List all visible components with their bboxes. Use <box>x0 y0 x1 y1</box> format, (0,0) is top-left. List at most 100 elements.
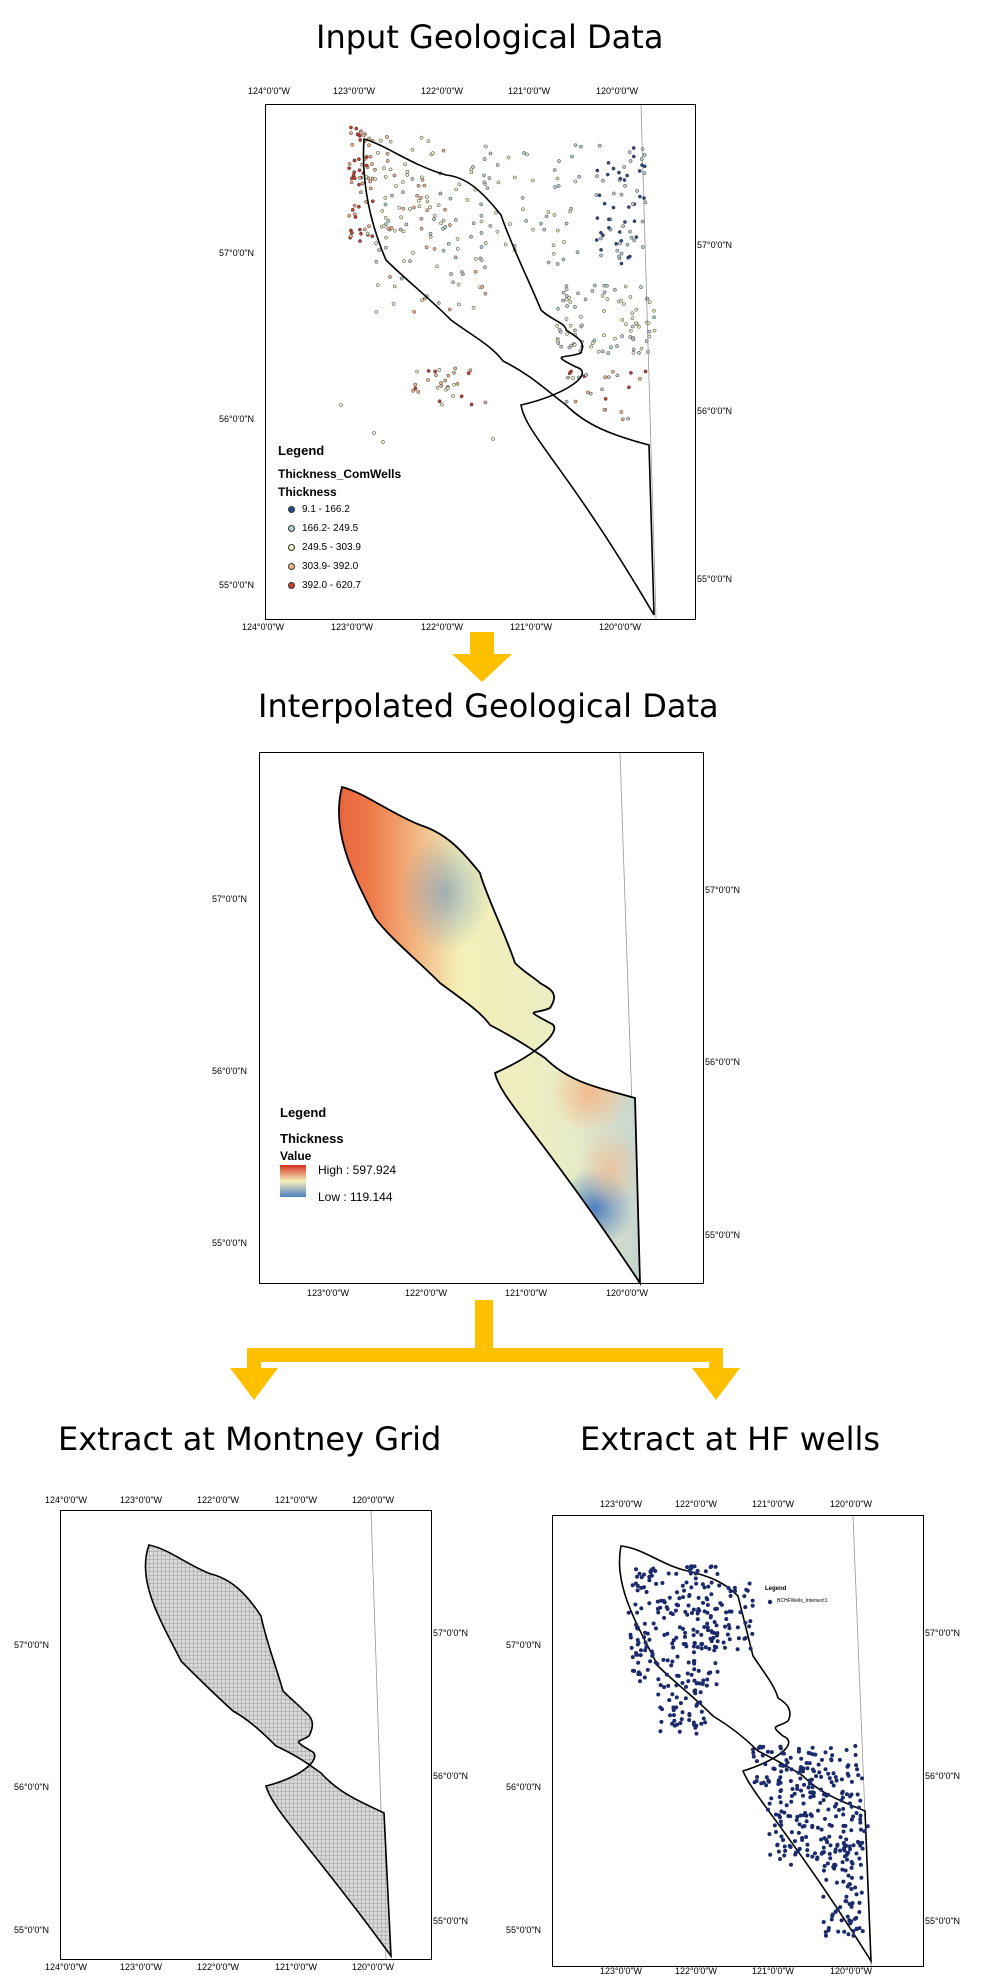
well-point <box>425 199 430 204</box>
legend-class-label: 166.2- 249.5 <box>302 523 359 534</box>
well-point <box>367 224 371 229</box>
well-point <box>578 315 583 319</box>
hf-well-point <box>855 1792 860 1797</box>
hf-well-point <box>636 1660 641 1665</box>
well-point <box>512 175 517 180</box>
well-point <box>594 193 599 197</box>
well-point <box>546 260 551 265</box>
hf-well-point <box>833 1909 838 1914</box>
hf-well-point <box>698 1690 703 1695</box>
well-point <box>573 179 578 184</box>
well-point <box>469 402 474 407</box>
hf-well-point <box>717 1583 722 1588</box>
well-point <box>619 410 624 414</box>
well-point <box>561 298 565 303</box>
legend-dot-hf <box>767 1599 773 1605</box>
well-point <box>410 147 415 152</box>
well-point <box>455 237 460 241</box>
hf-well-point <box>819 1757 824 1762</box>
hf-well-point <box>823 1750 828 1755</box>
well-point <box>410 177 415 181</box>
well-point <box>419 135 424 140</box>
well-point <box>564 284 569 288</box>
lat-left-tick-1: 56°0'0"N <box>219 414 255 424</box>
montney-grid-area <box>144 1544 392 1959</box>
hf-well-point <box>682 1588 687 1593</box>
legend-field-input: Thickness <box>278 485 337 499</box>
hf-well-point <box>728 1589 733 1594</box>
hf-well-point <box>750 1598 755 1603</box>
hf-well-point <box>808 1812 813 1817</box>
title-grid: Extract at Montney Grid <box>58 1420 442 1458</box>
well-point <box>600 294 605 298</box>
hf-well-point <box>847 1901 852 1906</box>
hf-well-point <box>674 1571 679 1576</box>
hf-well-point <box>675 1654 680 1659</box>
hf-well-point <box>849 1886 854 1891</box>
well-point <box>595 168 600 173</box>
hf-well-point <box>645 1631 650 1636</box>
well-point <box>595 174 599 178</box>
hf-well-point <box>832 1804 837 1809</box>
well-point <box>428 235 433 239</box>
hf-well-point <box>671 1638 676 1643</box>
lat-left-tick-1: 56°0'0"N <box>212 1066 248 1076</box>
hf-well-point <box>643 1640 648 1645</box>
well-point <box>389 226 394 230</box>
montney-outline-interpolated <box>337 785 641 1287</box>
hf-well-point <box>838 1848 843 1853</box>
lon-bottom-tick-1: 123°0'0"W <box>120 1962 163 1972</box>
hf-well-point <box>703 1569 708 1574</box>
hf-well-point <box>635 1588 640 1593</box>
well-point <box>573 143 578 148</box>
well-point <box>628 335 633 339</box>
hf-well-point <box>847 1882 852 1887</box>
well-point <box>602 201 607 206</box>
hf-well-point <box>695 1645 700 1650</box>
well-point <box>615 373 620 378</box>
hf-well-point <box>795 1783 800 1788</box>
hf-well-point <box>701 1600 706 1605</box>
hf-well-point <box>711 1635 716 1640</box>
hf-well-point <box>858 1813 863 1818</box>
well-point <box>401 206 406 211</box>
well-point <box>625 242 630 247</box>
well-point <box>441 248 446 253</box>
hf-well-point <box>706 1584 711 1589</box>
hf-well-point <box>806 1750 811 1755</box>
lon-bottom-tick-2: 121°0'0"W <box>752 1966 795 1976</box>
hf-well-point <box>704 1683 709 1688</box>
well-point <box>471 221 476 226</box>
hf-well-point <box>789 1793 794 1798</box>
well-point <box>411 388 415 393</box>
hf-well-point <box>859 1890 864 1895</box>
hf-well-point <box>658 1729 663 1734</box>
well-point <box>350 176 354 181</box>
well-point <box>567 371 572 376</box>
well-point <box>351 173 356 178</box>
hf-well-point <box>626 1610 631 1615</box>
hf-well-point <box>670 1721 675 1726</box>
hf-well-point <box>656 1692 661 1697</box>
well-point <box>568 209 572 214</box>
well-point <box>436 301 441 305</box>
hf-well-point <box>660 1581 665 1586</box>
hf-well-point <box>788 1844 793 1849</box>
hf-well-point <box>778 1800 783 1805</box>
hf-well-point <box>844 1748 849 1753</box>
hf-well-point <box>715 1639 720 1644</box>
well-point <box>553 185 557 189</box>
hf-well-point <box>666 1571 671 1576</box>
hf-well-point <box>779 1809 784 1814</box>
lat-left-tick-0: 57°0'0"N <box>212 894 248 904</box>
well-point <box>552 168 557 172</box>
well-point <box>446 373 451 378</box>
lon-top-tick-0: 124°0'0"W <box>248 86 291 96</box>
well-point <box>385 159 390 163</box>
lon-top-tick-2: 122°0'0"W <box>421 86 464 96</box>
hf-well-point <box>789 1799 794 1804</box>
hf-well-point <box>751 1754 756 1759</box>
well-point <box>360 181 365 186</box>
hf-well-point <box>647 1637 652 1642</box>
hf-well-point <box>798 1765 803 1770</box>
